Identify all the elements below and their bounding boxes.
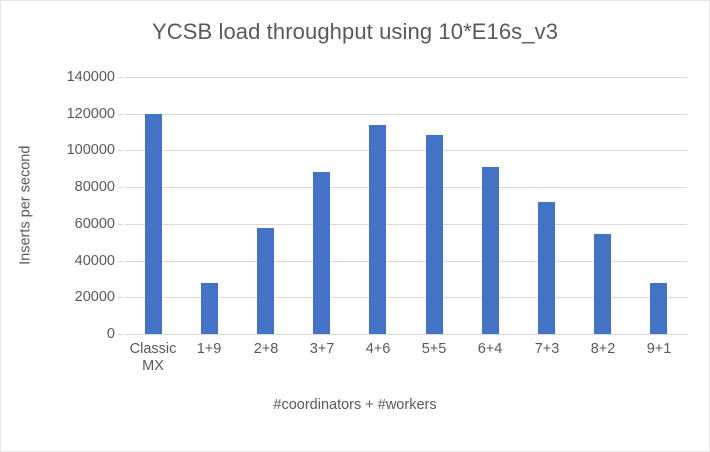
gridline xyxy=(125,150,687,151)
x-tick-label: 4+6 xyxy=(350,341,406,358)
chart-title: YCSB load throughput using 10*E16s_v3 xyxy=(151,19,559,44)
x-tick-label-line: 2+8 xyxy=(253,341,279,357)
y-tick-label: 120000 xyxy=(66,105,115,122)
x-tick-label: 2+8 xyxy=(238,341,294,358)
gridline xyxy=(125,187,687,188)
bar[interactable] xyxy=(257,228,274,334)
y-tick-label: 140000 xyxy=(66,68,115,85)
y-tick-mark xyxy=(118,334,123,335)
x-tick-label-line: 7+3 xyxy=(534,341,560,357)
y-tick-mark xyxy=(118,297,123,298)
y-tick-label: 20000 xyxy=(74,288,115,305)
y-tick-label: 40000 xyxy=(74,252,115,269)
y-tick-mark xyxy=(118,187,123,188)
y-tick-label: 80000 xyxy=(74,178,115,195)
bar[interactable] xyxy=(538,202,555,334)
y-tick-mark xyxy=(118,224,123,225)
bar[interactable] xyxy=(594,234,611,334)
y-axis-title: Inserts per second xyxy=(15,77,37,334)
x-tick-label: 3+7 xyxy=(294,341,350,358)
x-axis-title: #coordinators + #workers xyxy=(273,397,437,413)
x-tick-label-line: 6+4 xyxy=(477,341,503,357)
gridline xyxy=(125,77,687,78)
x-tick-label-line: 8+2 xyxy=(590,341,616,357)
y-tick-mark xyxy=(118,150,123,151)
y-tick-label: 60000 xyxy=(74,215,115,232)
x-axis-line xyxy=(125,334,687,335)
x-tick-label-line: 4+6 xyxy=(365,341,391,357)
x-tick-label-line: Classic xyxy=(129,341,177,357)
y-tick-label: 100000 xyxy=(66,141,115,158)
x-tick-label-line: 5+5 xyxy=(421,341,447,357)
gridline xyxy=(125,114,687,115)
x-tick-label: Classic MX xyxy=(125,341,181,375)
bar[interactable] xyxy=(201,283,218,334)
x-tick-label: 1+9 xyxy=(181,341,237,358)
y-tick-mark xyxy=(118,77,123,78)
x-tick-label-line: 3+7 xyxy=(309,341,335,357)
x-tick-label-line: 1+9 xyxy=(196,341,222,357)
bar[interactable] xyxy=(145,114,162,334)
bar[interactable] xyxy=(369,125,386,334)
x-tick-label: 9+1 xyxy=(631,341,687,358)
y-tick-mark xyxy=(118,114,123,115)
plot-area xyxy=(118,77,687,335)
x-axis-tick-labels: Classic MX 1+9 2+8 3+7 4+6 5+5 6+4 7+3 8+2 9+1 xyxy=(125,341,687,387)
y-tick-mark xyxy=(118,261,123,262)
x-tick-label: 8+2 xyxy=(575,341,631,358)
y-axis-tick-labels: 140000 120000 100000 80000 60000 40000 20000 0 xyxy=(45,70,115,341)
gridline xyxy=(125,224,687,225)
x-tick-label-line: MX xyxy=(142,358,164,374)
y-axis-title-label: Inserts per second xyxy=(17,145,34,266)
x-tick-label: 7+3 xyxy=(519,341,575,358)
gridline xyxy=(125,297,687,298)
bar[interactable] xyxy=(313,172,330,334)
gridline xyxy=(125,261,687,262)
x-tick-label-line: 9+1 xyxy=(646,341,672,357)
x-tick-label: 5+5 xyxy=(406,341,462,358)
bar[interactable] xyxy=(426,135,443,334)
bar[interactable] xyxy=(482,167,499,334)
y-tick-label: 0 xyxy=(106,325,115,342)
x-tick-label: 6+4 xyxy=(462,341,518,358)
bar[interactable] xyxy=(650,283,667,334)
